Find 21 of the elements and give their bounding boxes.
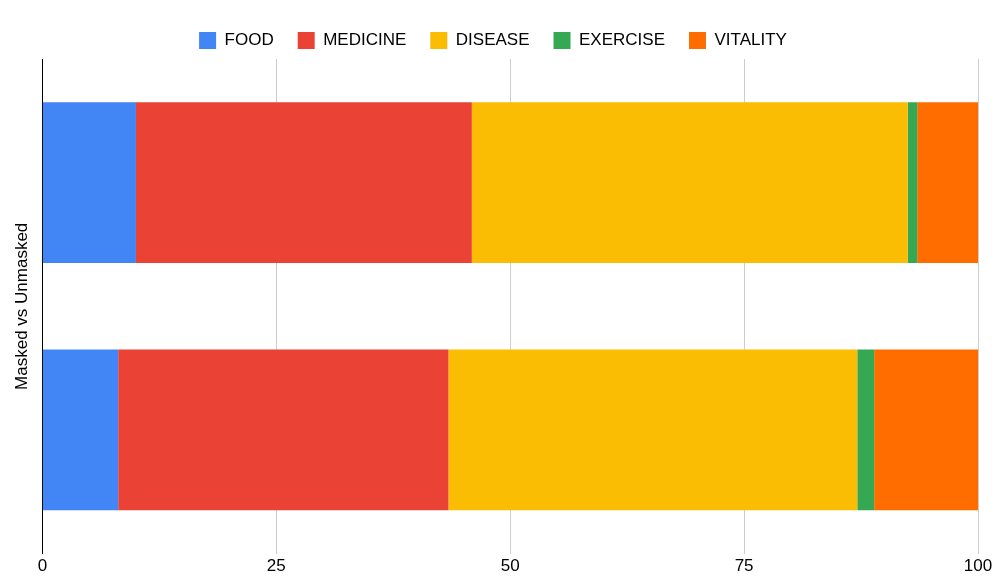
- x-tick-label: 25: [266, 556, 286, 576]
- bar: [118, 349, 449, 511]
- legend-label: VITALITY: [714, 30, 787, 50]
- bar: [857, 349, 875, 511]
- bar: [917, 102, 978, 264]
- x-tick-label: 0: [37, 556, 48, 576]
- bar: [874, 349, 978, 511]
- x-tick-label: 100: [963, 556, 993, 576]
- bar: [135, 102, 472, 264]
- x-tick-label: 50: [500, 556, 520, 576]
- legend-label: MEDICINE: [323, 30, 407, 50]
- bar: [907, 102, 918, 264]
- legend-label: DISEASE: [455, 30, 530, 50]
- bar: [471, 102, 908, 264]
- x-tick-label: 75: [734, 556, 754, 576]
- bar: [42, 349, 119, 511]
- legend-label: FOOD: [224, 30, 274, 50]
- legend-label: EXERCISE: [579, 30, 665, 50]
- bar: [448, 349, 858, 511]
- bar: [42, 102, 136, 264]
- y-axis-title: Masked vs Unmasked: [11, 222, 31, 390]
